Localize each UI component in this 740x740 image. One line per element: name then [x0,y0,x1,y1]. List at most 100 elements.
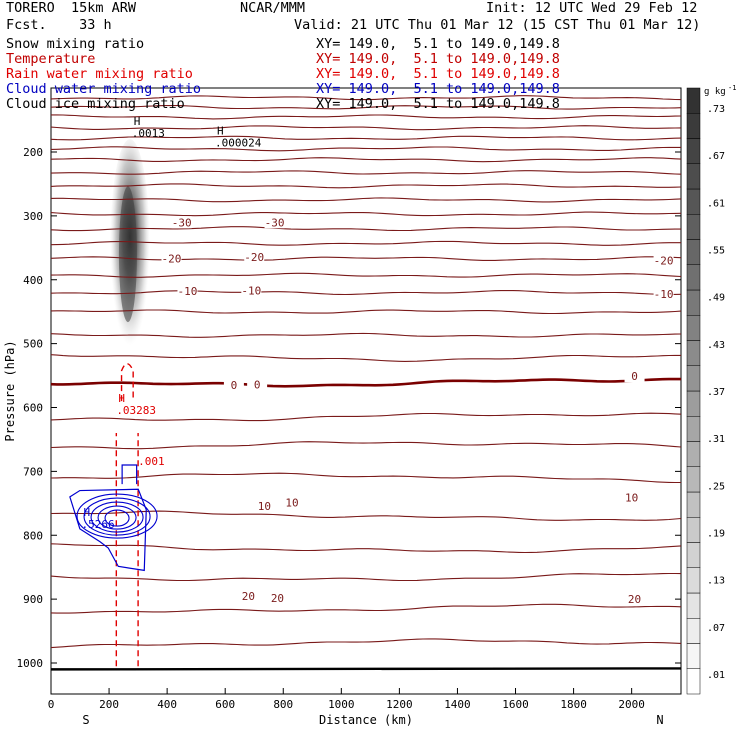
contour-label-bg [267,591,288,604]
isotherm-line [51,197,681,203]
model-name: TORERO 15km ARW [6,0,137,16]
contour-label-bg [244,250,265,263]
isotherm-line [51,125,681,131]
colorbar-units-exponent: -1 [728,84,736,92]
colorbar-cell [686,289,701,316]
isotherm-line [51,543,681,554]
colorbar-label: .67 [707,151,725,162]
isotherm-line [51,135,681,141]
x-tick-label: 0 [48,698,55,711]
field-xy-temperature: XY= 149.0, 5.1 to 149.0,149.8 [316,51,560,67]
colorbar-label: .73 [707,104,725,115]
y-tick-label: 200 [23,146,43,159]
plot-frame [50,87,682,695]
contour-label: .001 [138,455,165,468]
ground-surface-line [51,667,681,671]
contour-label: 0 [631,370,638,383]
cloud-water-contour [90,501,144,533]
contour-label: 10 [625,492,638,505]
x-tick-label: 600 [215,698,235,711]
x-tick-label: 800 [273,698,293,711]
colorbar-cell [686,592,701,619]
contour-label: -10 [241,285,261,298]
colorbar-label: .31 [707,434,725,445]
y-tick-label: 800 [23,529,43,542]
isotherm-line [51,146,681,152]
field-label-temperature: Temperature [6,51,96,67]
isotherm-line [51,472,681,484]
cloud-water-top-contour [121,464,138,485]
x-tick-label: 1400 [444,698,471,711]
isotherm-line [51,603,681,614]
snow-core [118,186,137,323]
contour-label: -30 [172,216,192,229]
colorbar-cell [686,315,701,341]
isotherm-line [51,332,681,338]
colorbar-cell [686,340,701,366]
contour-label-bg [177,285,198,298]
x-tick-label: 1800 [560,698,587,711]
contour-label-bg [621,491,642,504]
colorbar-label: .25 [707,481,725,492]
isotherm-line [51,354,681,362]
isotherm-line [51,104,681,110]
colorbar-label: .01 [707,670,725,681]
contour-label-bg [247,378,268,391]
contour-label-bg [653,287,674,300]
isotherm-line [51,309,681,315]
north-endpoint-label: N [656,713,663,727]
contour-label: -30 [265,216,285,229]
field-xy-rain: XY= 149.0, 5.1 to 149.0,149.8 [316,66,560,82]
x-tick-label: 1200 [386,698,413,711]
contour-label-bg [241,284,262,297]
contour-label: -20 [162,253,182,266]
isotherm-line [51,240,681,246]
cloud-water-contour [83,497,151,536]
colorbar-label: .37 [707,387,725,398]
colorbar-label: .07 [707,623,725,634]
isotherm-line [51,638,681,649]
contour-label-bg [171,216,192,229]
field-label-cloud-water: Cloud water mixing ratio [6,81,202,97]
isotherm-line [51,441,681,450]
y-tick-label: 700 [23,465,43,478]
colorbar-cell [686,390,701,417]
colorbar-label: .43 [707,340,725,351]
isotherm-line [51,256,681,261]
isotherm-line [51,95,681,101]
x-tick-label: 200 [99,698,119,711]
maximum-value: .03283 [116,404,156,417]
isotherm-line [51,226,681,232]
cloud-water-contour [104,509,130,527]
contour-label: -20 [244,251,264,264]
colorbar-label: .61 [707,198,725,209]
init-time: Init: 12 UTC Wed 29 Feb 12 [486,0,698,16]
rain-contour-upper [120,363,134,402]
isotherm-line [51,114,681,120]
contour-label-bg [264,216,285,229]
rain-contour [115,433,139,667]
y-tick-label: 500 [23,338,43,351]
isotherm-line [51,211,681,217]
colorbar-cell [686,239,701,265]
colorbar-cell [686,517,701,543]
cloud-water-contour [76,493,158,539]
colorbar-cell [686,441,701,467]
maximum-marker: H [118,392,125,405]
colorbar-cell [686,365,701,392]
contour-label: -20 [654,255,674,268]
y-tick-label: 400 [23,274,43,287]
maximum-marker: H [83,506,90,519]
maximum-marker: H [134,115,141,128]
field-xy-cloud-ice: XY= 149.0, 5.1 to 149.0,149.8 [316,96,560,112]
contour-label: -10 [178,285,198,298]
contour-label-bg [161,252,182,265]
y-tick-label: 1000 [17,657,44,670]
contour-label-bg [254,499,275,512]
colorbar-label: .19 [707,529,725,540]
colorbar-cell [686,618,701,644]
field-xy-snow: XY= 149.0, 5.1 to 149.0,149.8 [316,36,560,52]
x-tick-label: 1000 [328,698,355,711]
colorbar-cell [686,113,701,139]
